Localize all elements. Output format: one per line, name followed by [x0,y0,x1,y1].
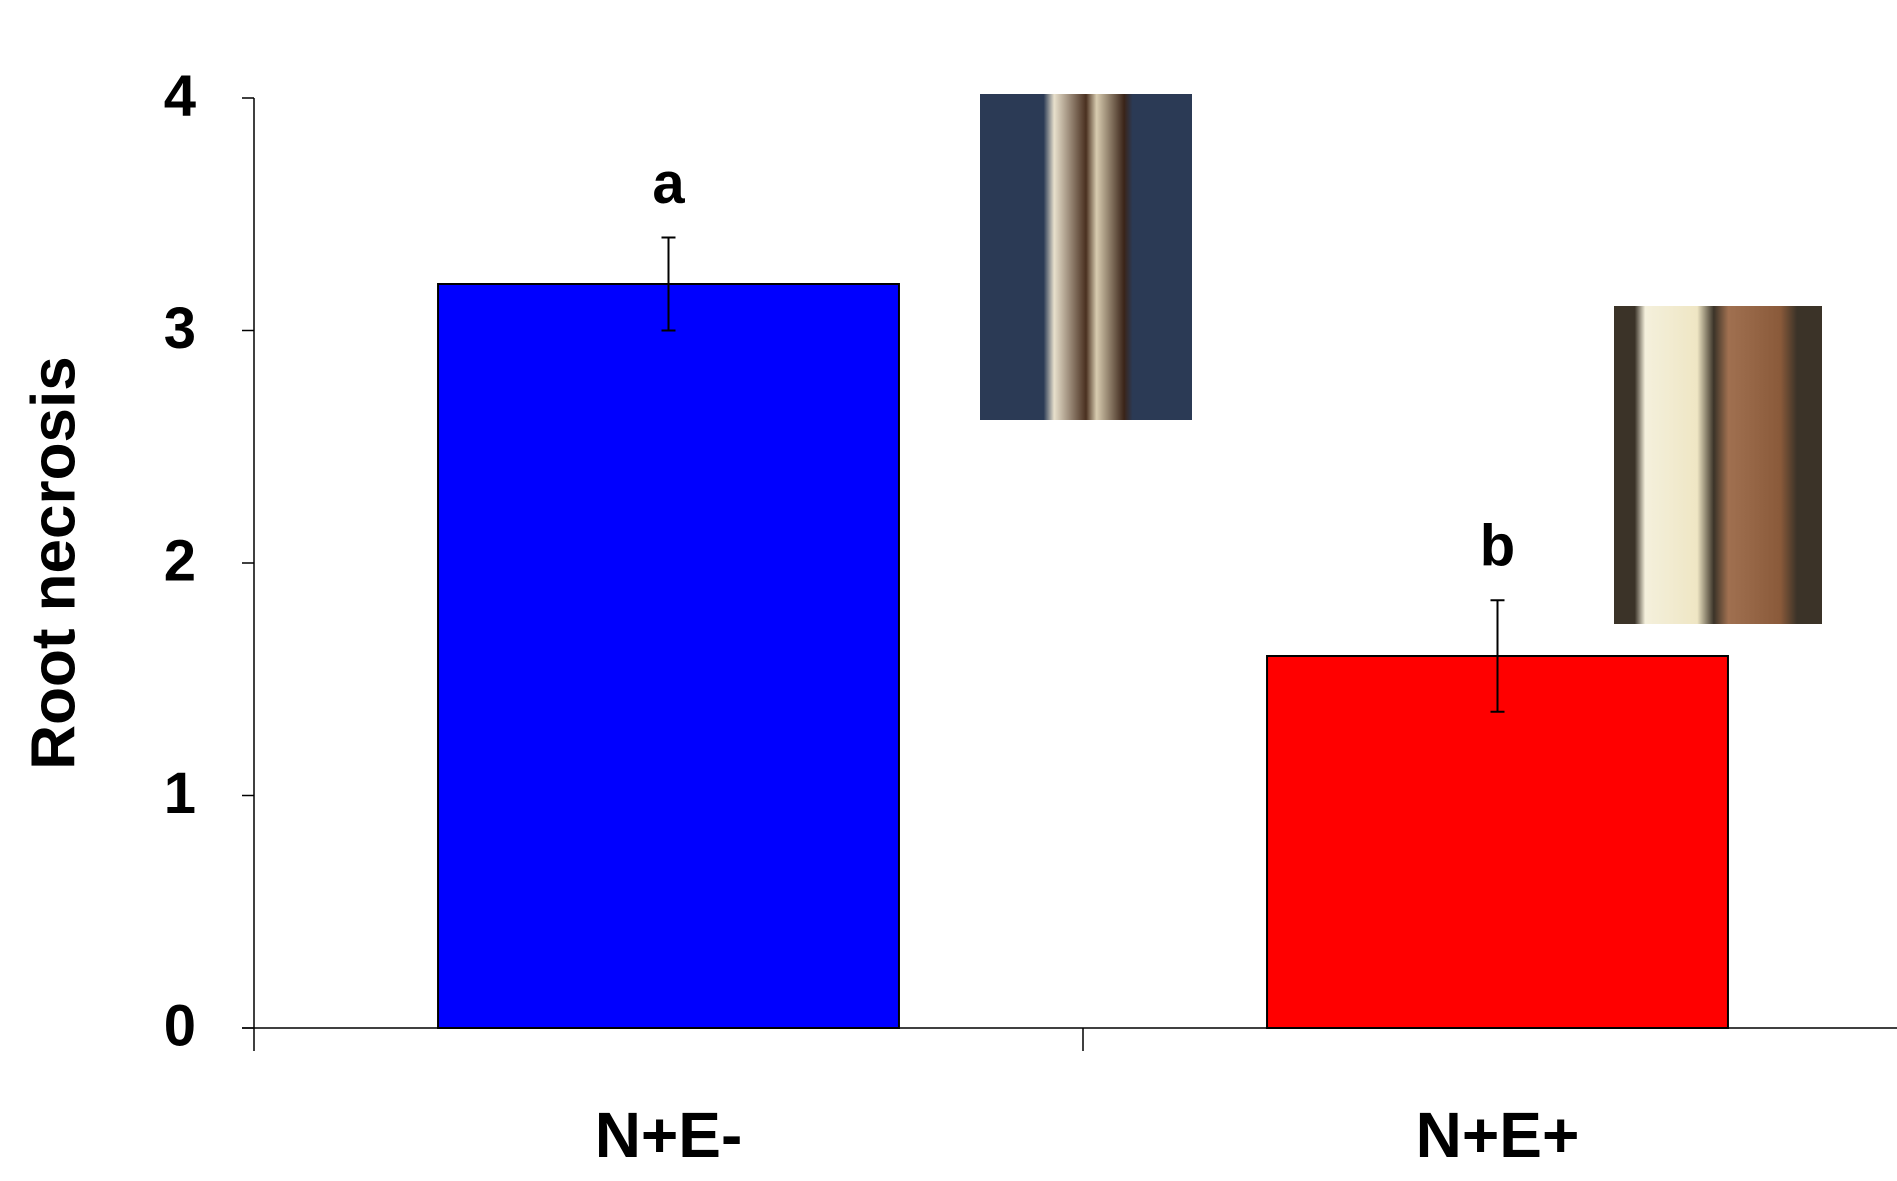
y-tick-label: 3 [164,296,196,361]
y-axis-label: Root necrosis [19,356,88,769]
bar [1266,655,1729,1029]
y-tick-label: 2 [164,528,196,593]
significance-letter: a [652,151,685,216]
significance-letter: b [1480,514,1515,579]
root-photo [1614,306,1822,624]
x-tick-label: N+E- [595,1099,743,1171]
bar [437,283,900,1029]
y-tick-label: 0 [164,993,196,1058]
y-tick-label: 1 [164,761,196,826]
error-bar [661,236,676,332]
x-tick-label: N+E+ [1416,1099,1580,1171]
y-tick-label: 4 [164,63,196,128]
root-photo [980,94,1192,420]
error-bar [1490,599,1505,713]
